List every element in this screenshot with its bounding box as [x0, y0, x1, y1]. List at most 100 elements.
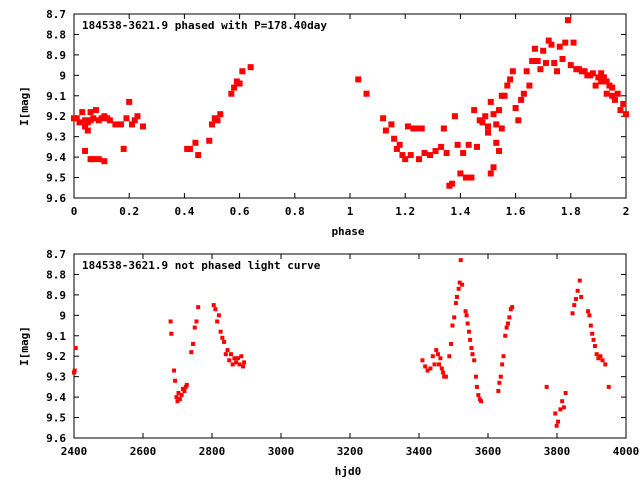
data-point [382, 127, 389, 134]
data-point [462, 174, 469, 181]
data-point [485, 123, 491, 130]
data-point [172, 368, 177, 373]
data-point [192, 325, 197, 330]
y-tick-label: 9.5 [46, 412, 66, 425]
y-tick-label: 9.1 [46, 90, 66, 103]
data-point [206, 137, 213, 144]
unphased-light-curve-plot: 2400 2600 2800 3000 3200 3400 3600 3800 4000 8.7 8… [18, 248, 639, 478]
data-point [592, 82, 599, 89]
data-point [561, 405, 566, 410]
data-point [479, 119, 486, 126]
data-point [558, 407, 563, 412]
y-tick-label: 9.4 [46, 391, 66, 404]
data-point [496, 147, 503, 154]
data-point [498, 374, 503, 379]
data-point [554, 423, 559, 428]
data-point [562, 39, 569, 46]
data-point [572, 303, 577, 308]
data-point [79, 109, 86, 116]
data-point [509, 68, 516, 75]
data-point [565, 17, 572, 24]
data-point [440, 125, 447, 132]
data-point [430, 354, 435, 359]
data-point [487, 170, 494, 177]
data-point [112, 121, 119, 128]
data-point [614, 90, 621, 97]
data-point [242, 360, 247, 365]
data-point [90, 115, 97, 122]
data-point [479, 399, 484, 404]
data-point [184, 382, 189, 387]
data-point [477, 397, 482, 402]
data-point [465, 141, 472, 148]
y-tick-label: 9.2 [46, 350, 66, 363]
data-point [611, 96, 618, 103]
chart-title: 184538-3621.9 phased with P=178.40day [82, 19, 327, 32]
data-point [425, 368, 430, 373]
data-point [413, 125, 420, 132]
data-point [598, 354, 603, 359]
data-point [609, 84, 616, 91]
data-point [497, 380, 502, 385]
data-point [140, 123, 146, 130]
data-point [545, 37, 552, 44]
y-axis-label: I[mag] [18, 326, 31, 366]
data-point [438, 356, 443, 361]
data-point [117, 121, 124, 128]
x-tick-label: 1 [347, 205, 354, 218]
data-point [217, 111, 224, 118]
data-point [551, 60, 558, 67]
data-point [471, 107, 478, 114]
data-point [388, 121, 395, 128]
data-point [380, 115, 387, 122]
data-point [473, 374, 478, 379]
data-point [106, 117, 113, 124]
data-point [504, 325, 509, 330]
y-tick-label: 9.3 [46, 371, 66, 384]
data-point [449, 341, 454, 346]
data-point [432, 147, 439, 154]
data-point [237, 362, 242, 367]
data-point [600, 358, 605, 363]
data-point [234, 360, 239, 365]
data-point [579, 294, 584, 299]
data-point [468, 174, 475, 181]
data-point [214, 117, 221, 124]
data-point [427, 152, 434, 159]
data-point [575, 288, 580, 293]
data-point [420, 358, 425, 363]
data-point [534, 58, 541, 65]
y-tick-label: 9.2 [46, 110, 66, 123]
data-point [598, 78, 605, 85]
data-point [595, 74, 602, 81]
data-point [191, 341, 196, 346]
data-point [529, 58, 536, 65]
y-tick-label: 9.4 [46, 151, 66, 164]
data-point [507, 76, 514, 83]
data-point [588, 323, 593, 328]
data-point [598, 70, 605, 77]
data-point [518, 96, 525, 103]
data-point [393, 145, 400, 152]
x-tick-label: 0.8 [285, 205, 305, 218]
data-point [457, 170, 464, 177]
x-tick-label: 3000 [268, 445, 295, 458]
data-point [186, 145, 193, 152]
data-point [209, 121, 215, 128]
data-point [453, 301, 458, 306]
data-point [228, 90, 235, 97]
data-point [230, 362, 235, 367]
x-tick-label: 0.2 [119, 205, 139, 218]
data-point [447, 354, 452, 359]
data-point [474, 384, 479, 389]
data-point [232, 356, 237, 361]
data-point [194, 319, 199, 324]
data-point [594, 352, 599, 357]
data-point [235, 356, 240, 361]
data-point [606, 384, 611, 389]
x-tick-label: 4000 [613, 445, 640, 458]
phased-light-curve-plot: 0 0.2 0.4 0.6 0.8 1 1.2 1.4 1.6 1.8 2 8.7 8.8 8.9 9 9.1… [18, 8, 629, 238]
data-point [223, 352, 228, 357]
data-point [101, 158, 108, 165]
